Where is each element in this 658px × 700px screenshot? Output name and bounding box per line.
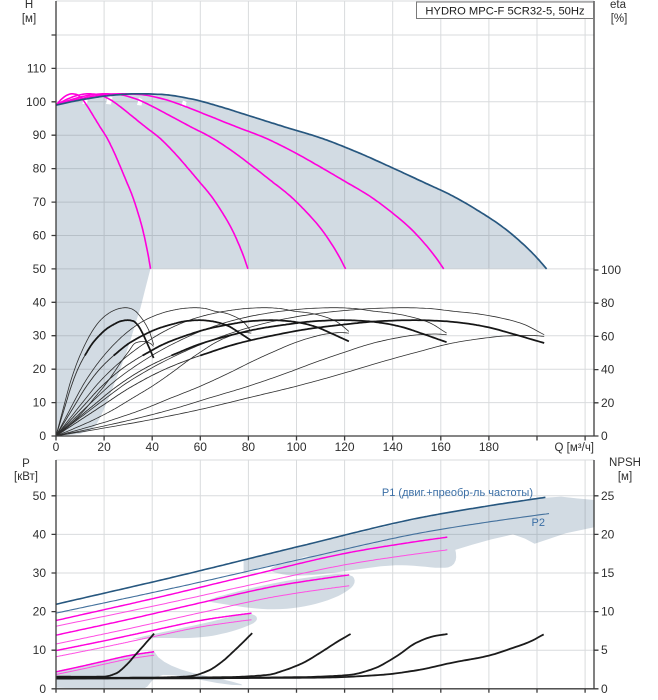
svg-text:[м]: [м] [22, 13, 36, 25]
svg-text:140: 140 [383, 440, 403, 454]
svg-text:110: 110 [27, 61, 46, 75]
svg-text:0: 0 [39, 429, 46, 443]
svg-text:5: 5 [601, 643, 608, 657]
svg-text:HYDRO MPC-F 5CR32-5, 50Hz: HYDRO MPC-F 5CR32-5, 50Hz [425, 6, 585, 18]
svg-text:[м]: [м] [618, 471, 632, 483]
svg-text:NPSH: NPSH [609, 457, 641, 469]
svg-text:10: 10 [33, 643, 47, 657]
svg-text:eta: eta [610, 0, 627, 11]
svg-text:P1 (двиг.+преобр-ль частоты): P1 (двиг.+преобр-ль частоты) [382, 487, 533, 499]
svg-text:0: 0 [39, 682, 46, 696]
svg-text:15: 15 [601, 566, 615, 580]
svg-text:[кВт]: [кВт] [14, 471, 38, 483]
svg-text:30: 30 [33, 329, 47, 343]
svg-text:70: 70 [33, 195, 47, 209]
svg-text:20: 20 [33, 605, 47, 619]
svg-text:50: 50 [33, 489, 47, 503]
svg-text:100: 100 [601, 263, 621, 277]
svg-text:40: 40 [601, 363, 615, 377]
svg-text:50: 50 [33, 262, 47, 276]
svg-text:60: 60 [601, 329, 615, 343]
svg-text:60: 60 [194, 440, 208, 454]
svg-text:60: 60 [33, 228, 47, 242]
svg-text:20: 20 [601, 527, 615, 541]
svg-text:160: 160 [431, 440, 451, 454]
svg-text:120: 120 [335, 440, 355, 454]
svg-text:40: 40 [33, 295, 47, 309]
svg-text:25: 25 [601, 489, 615, 503]
svg-text:90: 90 [33, 128, 47, 142]
svg-text:0: 0 [601, 429, 608, 443]
svg-text:40: 40 [146, 440, 160, 454]
svg-text:0: 0 [601, 682, 608, 696]
svg-text:[%]: [%] [611, 13, 628, 25]
svg-text:20: 20 [97, 440, 111, 454]
svg-text:80: 80 [242, 440, 256, 454]
svg-text:180: 180 [479, 440, 499, 454]
svg-text:10: 10 [33, 396, 47, 410]
svg-text:80: 80 [33, 162, 47, 176]
svg-text:H: H [25, 0, 33, 11]
svg-text:40: 40 [33, 527, 47, 541]
svg-text:30: 30 [33, 566, 47, 580]
svg-text:10: 10 [601, 605, 615, 619]
svg-text:Q [м³/ч]: Q [м³/ч] [555, 442, 594, 454]
svg-text:P: P [22, 458, 30, 470]
svg-text:P2: P2 [532, 517, 545, 529]
svg-text:0: 0 [53, 440, 60, 454]
svg-text:100: 100 [286, 440, 306, 454]
svg-text:20: 20 [33, 362, 47, 376]
svg-text:80: 80 [601, 296, 615, 310]
svg-text:20: 20 [601, 396, 615, 410]
svg-text:100: 100 [26, 95, 46, 109]
